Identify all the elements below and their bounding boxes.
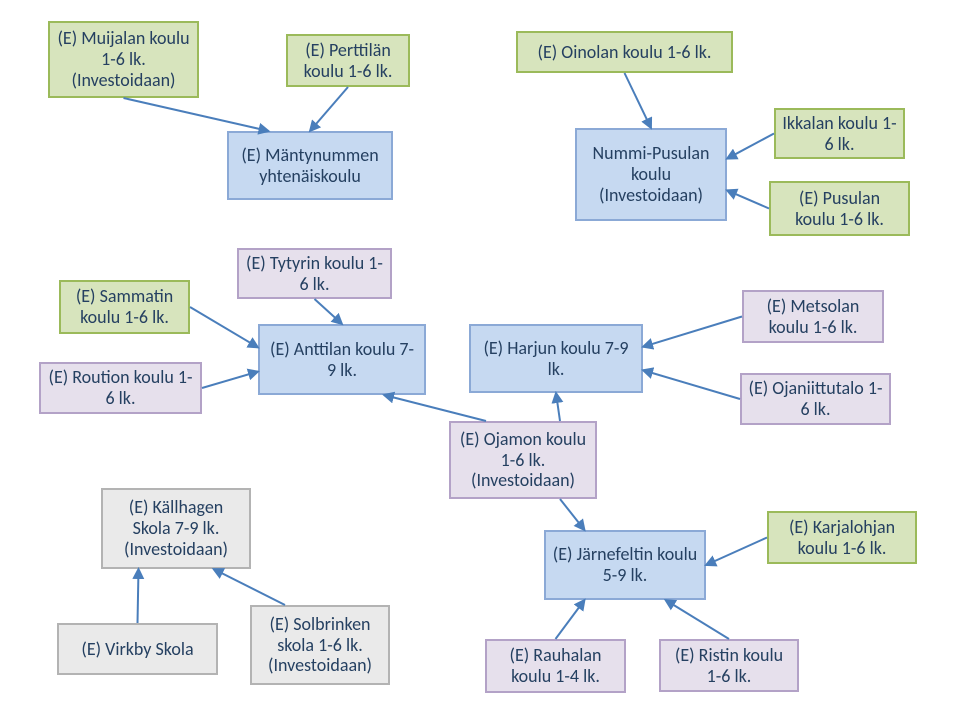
node-label-tytyri: (E) Tytyrin koulu 1-6 lk. — [245, 253, 384, 294]
node-label-muijala: (E) Muijalan koulu 1-6 lk. (Investoidaan… — [56, 28, 191, 90]
edge-ojamo-to-anttila — [384, 395, 486, 421]
edge-rauhala-to-jarnefelt — [556, 600, 585, 639]
node-harju: (E) Harjun koulu 7-9 lk. — [469, 324, 643, 393]
node-metsola: (E) Metsolan koulu 1-6 lk. — [742, 290, 884, 343]
node-mantynummi: (E) Mäntynummen yhtenäiskoulu — [227, 131, 393, 200]
node-ojaniittu: (E) Ojaniittutalo 1-6 lk. — [740, 373, 891, 425]
node-label-solbrinken: (E) Solbrinken skola 1-6 lk.(Investoidaa… — [258, 614, 382, 676]
node-label-routio: (E) Roution koulu 1-6 lk. — [47, 367, 194, 408]
node-tytyri: (E) Tytyrin koulu 1-6 lk. — [237, 248, 392, 299]
node-muijala: (E) Muijalan koulu 1-6 lk. (Investoidaan… — [48, 21, 199, 98]
edge-perttila-to-mantynummi — [310, 87, 348, 131]
node-label-jarnefelt: (E) Järnefeltin koulu 5-9 lk. — [552, 544, 698, 585]
node-sammatti: (E) Sammatin koulu 1-6 lk. — [59, 280, 190, 334]
node-nummipusula: Nummi-Pusulan koulu (Investoidaan) — [575, 128, 727, 221]
edge-muijala-to-mantynummi — [124, 98, 269, 131]
node-anttila: (E) Anttilan koulu 7-9 lk. — [258, 324, 426, 395]
node-solbrinken: (E) Solbrinken skola 1-6 lk.(Investoidaa… — [250, 605, 390, 685]
edge-metsola-to-harju — [643, 317, 742, 347]
edge-virkby-to-kallhagen — [138, 569, 139, 623]
node-label-oinola: (E) Oinolan koulu 1-6 lk. — [538, 42, 712, 63]
edge-ojaniittu-to-harju — [643, 370, 740, 399]
node-label-ikkala: Ikkalan koulu 1-6 lk. — [782, 113, 897, 154]
node-ristin: (E) Ristin koulu 1-6 lk. — [659, 639, 799, 692]
node-oinola: (E) Oinolan koulu 1-6 lk. — [516, 31, 733, 73]
edge-sammatti-to-anttila — [190, 307, 258, 347]
node-label-virkby: (E) Virkby Skola — [81, 639, 193, 660]
node-label-ojaniittu: (E) Ojaniittutalo 1-6 lk. — [748, 378, 883, 419]
node-label-rauhala: (E) Rauhalan koulu 1-4 lk. — [493, 645, 618, 686]
edge-ojamo-to-jarnefelt — [560, 499, 585, 530]
edge-routio-to-anttila — [202, 372, 258, 388]
edge-ikkala-to-nummipusula — [727, 134, 774, 159]
node-label-ojamo: (E) Ojamon koulu 1-6 lk. (Investoidaan) — [457, 429, 589, 491]
node-label-harju: (E) Harjun koulu 7-9 lk. — [477, 338, 635, 379]
node-label-anttila: (E) Anttilan koulu 7-9 lk. — [266, 339, 418, 380]
edge-tytyri-to-anttila — [315, 299, 343, 324]
node-pusula: (E) Pusulan koulu 1-6 lk. — [769, 181, 910, 236]
node-label-sammatti: (E) Sammatin koulu 1-6 lk. — [67, 286, 182, 327]
node-virkby: (E) Virkby Skola — [57, 623, 218, 675]
node-label-kallhagen: (E) Källhagen Skola 7-9 lk. (Investoidaa… — [109, 497, 243, 559]
node-ikkala: Ikkalan koulu 1-6 lk. — [774, 108, 905, 159]
node-label-metsola: (E) Metsolan koulu 1-6 lk. — [750, 296, 876, 337]
node-jarnefelt: (E) Järnefeltin koulu 5-9 lk. — [544, 530, 706, 600]
node-label-ristin: (E) Ristin koulu 1-6 lk. — [667, 645, 791, 686]
edge-oinola-to-nummipusula — [625, 73, 652, 128]
node-perttila: (E) Perttilän koulu 1-6 lk. — [286, 34, 410, 87]
node-karjalohja: (E) Karjalohjan koulu 1-6 lk. — [767, 511, 917, 564]
node-label-perttila: (E) Perttilän koulu 1-6 lk. — [294, 40, 402, 81]
node-rauhala: (E) Rauhalan koulu 1-4 lk. — [485, 639, 626, 693]
edge-pusula-to-nummipusula — [727, 190, 769, 208]
node-label-karjalohja: (E) Karjalohjan koulu 1-6 lk. — [775, 517, 909, 558]
node-label-pusula: (E) Pusulan koulu 1-6 lk. — [777, 188, 902, 229]
node-ojamo: (E) Ojamon koulu 1-6 lk. (Investoidaan) — [449, 421, 597, 499]
edge-ojamo-to-harju — [556, 393, 560, 421]
edge-karjalohja-to-jarnefelt — [706, 538, 767, 566]
diagram-stage: (E) Muijalan koulu 1-6 lk. (Investoidaan… — [0, 0, 960, 720]
edge-solbrinken-to-kallhagen — [214, 569, 286, 605]
node-label-mantynummi: (E) Mäntynummen yhtenäiskoulu — [235, 145, 385, 186]
node-label-nummipusula: Nummi-Pusulan koulu (Investoidaan) — [583, 143, 719, 205]
node-kallhagen: (E) Källhagen Skola 7-9 lk. (Investoidaa… — [101, 488, 251, 569]
edge-ristin-to-jarnefelt — [666, 600, 730, 639]
node-routio: (E) Roution koulu 1-6 lk. — [39, 362, 202, 414]
